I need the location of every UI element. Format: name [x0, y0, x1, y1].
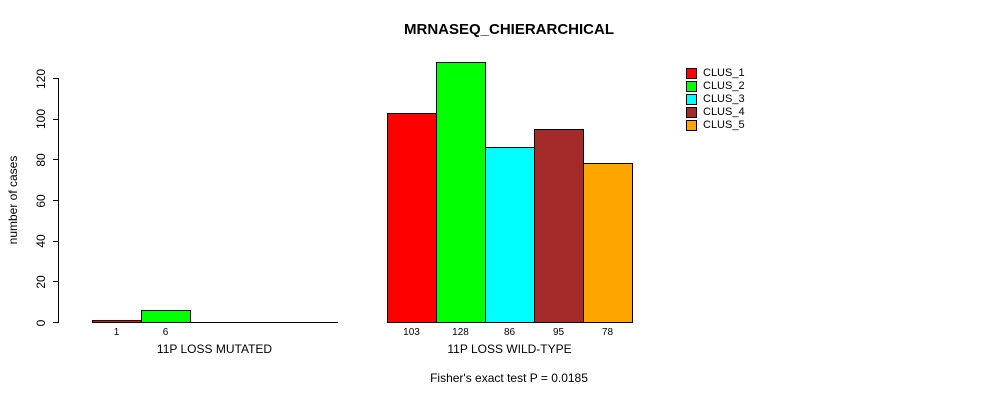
- legend-item: CLUS_5: [686, 119, 745, 131]
- legend-swatch-clus_1: [686, 67, 697, 79]
- group-label: 11P LOSS WILD-TYPE: [447, 342, 572, 356]
- bar-value-label: 1: [113, 327, 120, 338]
- y-tick: [53, 159, 58, 161]
- y-tick: [53, 118, 58, 120]
- bar-clus_4: [534, 129, 584, 322]
- bar-clus_5: [583, 163, 633, 322]
- bar-clus_2: [141, 310, 191, 322]
- legend-label: CLUS_2: [703, 80, 745, 92]
- y-tick-label: 100: [34, 109, 48, 130]
- y-tick-label: 80: [34, 153, 48, 167]
- bar-clus_2: [436, 62, 486, 322]
- y-tick-label: 20: [34, 275, 48, 289]
- bar-clus_1: [92, 320, 142, 322]
- bar-value-label: 78: [601, 327, 614, 338]
- group-label: 11P LOSS MUTATED: [156, 342, 273, 356]
- bar-value-label: 86: [503, 327, 516, 338]
- legend-swatch-clus_4: [686, 106, 697, 118]
- y-tick: [53, 240, 58, 242]
- y-tick-label: 60: [34, 193, 48, 208]
- chart-title: MRNASEQ_CHIERARCHICAL: [403, 21, 615, 38]
- bar-clus_3: [485, 147, 535, 322]
- legend-label: CLUS_3: [703, 93, 745, 105]
- y-tick: [53, 78, 58, 79]
- y-axis-line: [58, 78, 59, 323]
- y-tick-label: 0: [34, 319, 48, 326]
- legend-item: CLUS_2: [686, 80, 745, 92]
- annotation-text: Fisher's exact test P = 0.0185: [430, 371, 588, 385]
- y-tick: [53, 322, 58, 323]
- legend-item: CLUS_1: [686, 67, 745, 79]
- x-axis-baseline: [387, 322, 633, 323]
- bar-value-label: 6: [162, 327, 169, 338]
- legend-item: CLUS_4: [686, 106, 745, 118]
- legend-swatch-clus_5: [686, 119, 697, 131]
- y-tick-label: 40: [34, 234, 48, 248]
- legend-swatch-clus_3: [686, 93, 697, 105]
- bar-value-label: 95: [552, 327, 565, 338]
- y-tick: [53, 281, 58, 283]
- bar-clus_1: [387, 113, 437, 322]
- legend-swatch-clus_2: [686, 80, 697, 92]
- legend-label: CLUS_1: [703, 67, 745, 79]
- legend-label: CLUS_4: [703, 106, 745, 118]
- y-axis-title: number of cases: [6, 155, 20, 245]
- y-tick: [53, 200, 58, 201]
- legend-item: CLUS_3: [686, 93, 745, 105]
- bar-value-label: 128: [452, 327, 469, 338]
- bar-value-label: 103: [403, 327, 420, 338]
- x-axis-baseline: [92, 322, 338, 323]
- legend-label: CLUS_5: [703, 119, 745, 131]
- y-tick-label: 120: [34, 68, 48, 89]
